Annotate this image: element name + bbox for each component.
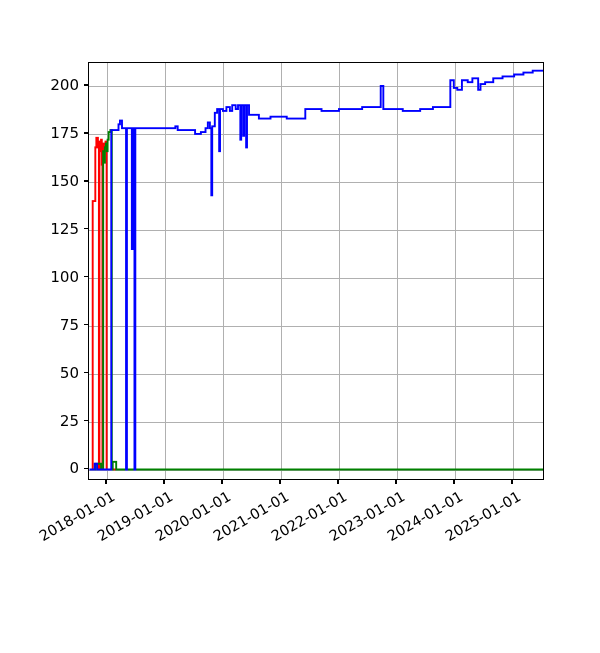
gridline-horizontal (89, 325, 543, 327)
gridline-vertical (280, 63, 282, 479)
gridline-horizontal (89, 277, 543, 279)
ytick-label: 125 (50, 219, 79, 238)
xtick-label: 2023-01-01 (326, 489, 408, 545)
ytick-label: 75 (59, 315, 79, 334)
gridline-vertical (396, 63, 398, 479)
ytick-label: 150 (50, 171, 79, 190)
ytick-label: 100 (50, 267, 79, 286)
gridline-vertical (338, 63, 340, 479)
gridline-horizontal (89, 421, 543, 423)
xtick-mark (453, 480, 455, 484)
gridline-horizontal (89, 86, 543, 87)
ytick-label: 175 (50, 123, 79, 142)
gridline-vertical (512, 63, 514, 479)
xtick-mark (337, 480, 339, 484)
xtick-mark (279, 480, 281, 484)
xtick-mark (163, 480, 165, 484)
xtick-label: 2019-01-01 (94, 489, 176, 545)
gridline-vertical (164, 63, 166, 479)
xtick-label: 2024-01-01 (384, 489, 466, 545)
gridline-horizontal (89, 373, 543, 375)
plot-area (88, 62, 544, 480)
xtick-mark (221, 480, 223, 484)
ytick-label: 25 (59, 411, 79, 430)
gridline-horizontal (89, 181, 543, 183)
xtick-label: 2018-01-01 (36, 489, 118, 545)
gridline-horizontal (89, 229, 543, 231)
xtick-label: 2025-01-01 (442, 489, 524, 545)
gridline-vertical (222, 63, 224, 479)
xtick-label: 2020-01-01 (152, 489, 234, 545)
xtick-mark (395, 480, 397, 484)
series-lines (89, 63, 544, 480)
xtick-mark (511, 480, 513, 484)
figure-canvas: 0 25 50 75 100 125 150 175 200 2018-01-01 2019-01-… (36, 62, 544, 545)
xtick-mark (105, 480, 107, 484)
line-series_3 (90, 71, 544, 470)
gridline-vertical (454, 63, 456, 479)
ytick-label: 200 (50, 76, 79, 94)
line-series_1 (90, 138, 545, 470)
ytick-label: 50 (59, 363, 79, 382)
xtick-label: 2021-01-01 (210, 489, 292, 545)
ytick-label: 0 (69, 459, 79, 478)
gridline-horizontal (89, 133, 543, 135)
xtick-label: 2022-01-01 (268, 489, 350, 545)
line-series_2 (90, 130, 545, 469)
